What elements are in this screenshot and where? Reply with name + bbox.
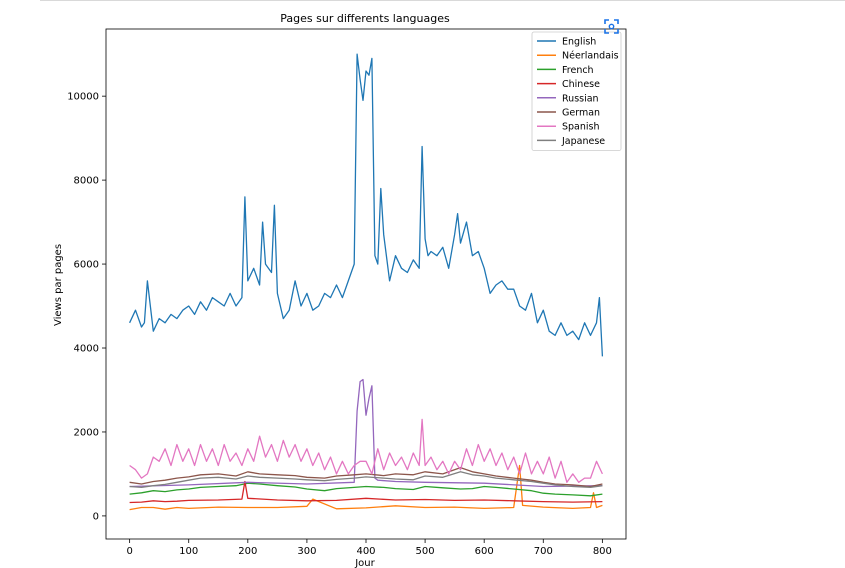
x-tick-label: 500 xyxy=(416,546,435,557)
series-line-russian xyxy=(129,378,603,488)
y-axis-ticks: 0 2000 4000 6000 8000 10000 xyxy=(67,92,106,522)
x-tick-label: 300 xyxy=(297,546,316,557)
y-tick-label: 10000 xyxy=(67,92,99,103)
x-tick-label: 700 xyxy=(534,546,553,557)
x-tick-label: 200 xyxy=(238,546,257,557)
x-tick-label: 400 xyxy=(356,546,375,557)
y-tick-label: 6000 xyxy=(74,260,99,271)
legend-label: French xyxy=(562,65,594,76)
series-line-chinese xyxy=(129,480,603,504)
x-tick-label: 100 xyxy=(179,546,198,557)
y-tick-label: 4000 xyxy=(74,344,99,355)
series-line-n-erlandais xyxy=(129,464,603,511)
scan-icon[interactable] xyxy=(603,18,620,35)
x-tick-label: 600 xyxy=(475,546,494,557)
legend-label: Spanish xyxy=(562,122,600,133)
chart-title: Pages sur differents languages xyxy=(280,12,450,25)
legend-label: Russian xyxy=(562,93,599,104)
x-tick-label: 800 xyxy=(593,546,612,557)
notebook-cell-border xyxy=(40,0,845,1)
series-line-french xyxy=(129,482,603,497)
y-axis-label: Views par pages xyxy=(53,244,64,326)
series-line-english xyxy=(129,53,604,357)
series-line-german xyxy=(129,466,603,488)
legend: English Néerlandais French Chinese Russian Ge… xyxy=(531,31,622,151)
series-line-spanish xyxy=(129,418,603,483)
x-tick-label: 0 xyxy=(126,546,132,557)
y-tick-label: 2000 xyxy=(74,427,99,438)
legend-label: Néerlandais xyxy=(562,51,619,62)
y-tick-label: 8000 xyxy=(74,176,99,187)
legend-label: Chinese xyxy=(562,79,600,90)
x-axis-ticks: 0 100 200 300 400 500 600 700 800 xyxy=(126,539,612,557)
legend-box xyxy=(531,31,622,151)
legend-label: Japanese xyxy=(561,136,605,147)
x-axis-label: Jour xyxy=(354,558,375,568)
y-tick-label: 0 xyxy=(93,511,99,522)
legend-label: English xyxy=(562,37,596,48)
chart-series-group xyxy=(129,53,604,511)
legend-label: German xyxy=(562,108,600,119)
series-line-japanese xyxy=(129,471,603,489)
